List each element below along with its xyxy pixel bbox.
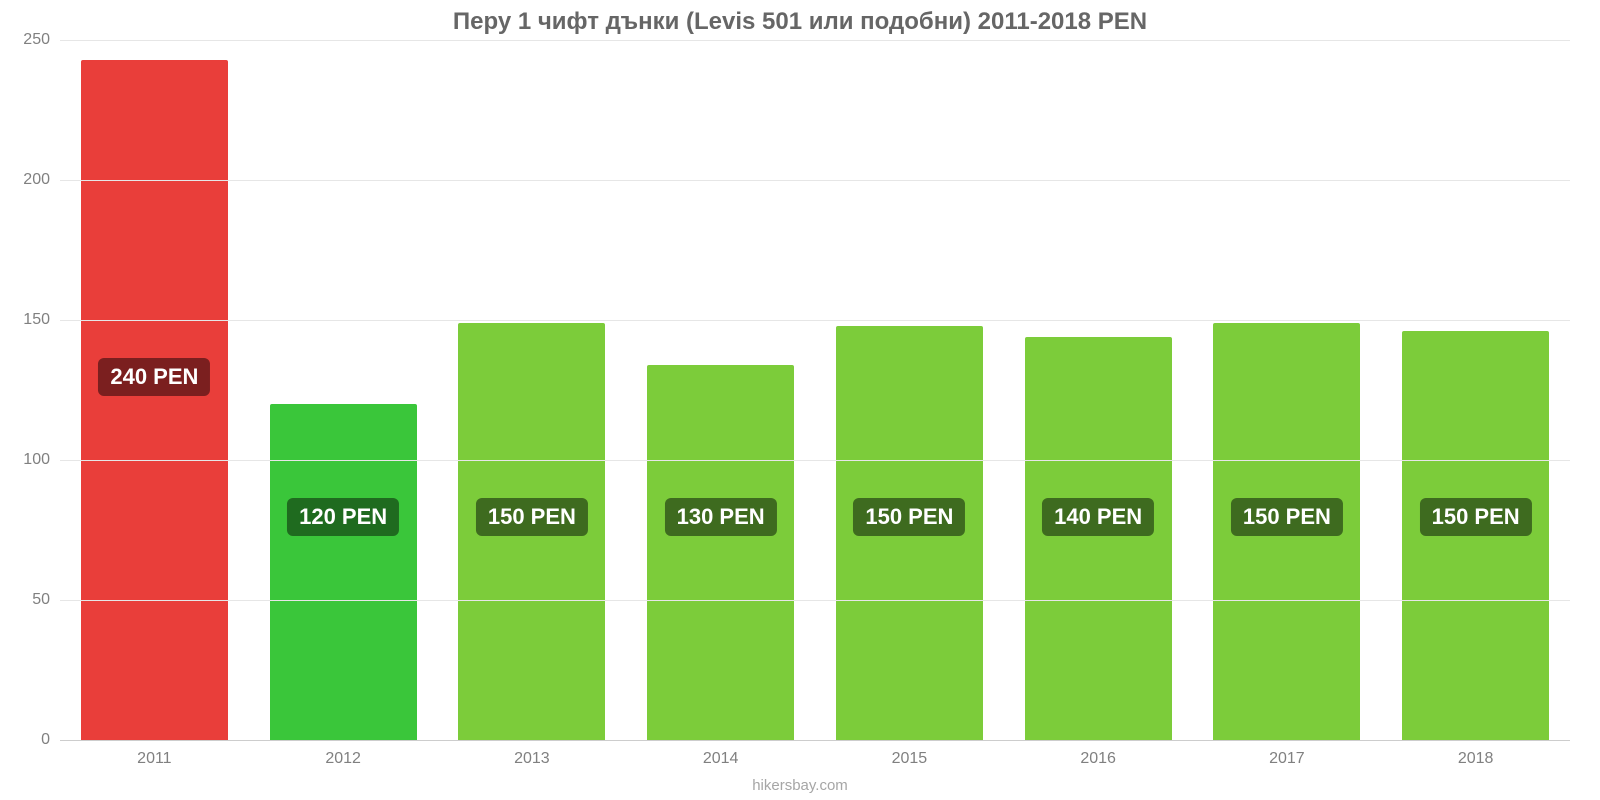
x-tick-label: 2012 — [325, 750, 361, 768]
bar-value-badge: 150 PEN — [1420, 498, 1532, 536]
x-tick-label: 2015 — [892, 750, 928, 768]
bar-slot: 150 PEN — [815, 40, 1004, 740]
x-axis-line — [60, 740, 1570, 741]
y-tick-label: 200 — [23, 171, 50, 189]
bar-slot: 150 PEN — [1193, 40, 1382, 740]
x-tick-label: 2013 — [514, 750, 550, 768]
bar-value-badge: 120 PEN — [287, 498, 399, 536]
chart-footer: hikersbay.com — [0, 777, 1600, 794]
bar-value-badge: 130 PEN — [665, 498, 777, 536]
bar-slot: 240 PEN — [60, 40, 249, 740]
y-tick-label: 50 — [32, 591, 50, 609]
bar-slot: 150 PEN — [438, 40, 627, 740]
grid-line — [60, 320, 1570, 321]
grid-line — [60, 40, 1570, 41]
x-tick-label: 2017 — [1269, 750, 1305, 768]
bar-value-badge: 150 PEN — [1231, 498, 1343, 536]
x-tick-label: 2014 — [703, 750, 739, 768]
plot-area: 240 PEN 120 PEN 150 PEN 130 PEN 150 PEN 140 P… — [60, 40, 1570, 740]
bar-value-badge: 140 PEN — [1042, 498, 1154, 536]
bar — [1025, 337, 1172, 740]
chart-container: Перу 1 чифт дънки (Levis 501 или подобни… — [0, 0, 1600, 800]
bars-layer: 240 PEN 120 PEN 150 PEN 130 PEN 150 PEN 140 P… — [60, 40, 1570, 740]
y-tick-label: 100 — [23, 451, 50, 469]
bar-value-badge: 150 PEN — [476, 498, 588, 536]
y-tick-label: 0 — [41, 731, 50, 749]
bar — [647, 365, 794, 740]
x-tick-label: 2016 — [1080, 750, 1116, 768]
bar-slot: 130 PEN — [626, 40, 815, 740]
bar-value-badge: 240 PEN — [98, 358, 210, 396]
grid-line — [60, 600, 1570, 601]
bar — [270, 404, 417, 740]
x-tick-label: 2011 — [137, 750, 171, 768]
y-tick-label: 150 — [23, 311, 50, 329]
bar — [81, 60, 228, 740]
bar-slot: 140 PEN — [1004, 40, 1193, 740]
bar-value-badge: 150 PEN — [853, 498, 965, 536]
bar-slot: 120 PEN — [249, 40, 438, 740]
grid-line — [60, 180, 1570, 181]
chart-title: Перу 1 чифт дънки (Levis 501 или подобни… — [0, 8, 1600, 36]
x-tick-label: 2018 — [1458, 750, 1494, 768]
bar-slot: 150 PEN — [1381, 40, 1570, 740]
y-tick-label: 250 — [23, 31, 50, 49]
grid-line — [60, 460, 1570, 461]
